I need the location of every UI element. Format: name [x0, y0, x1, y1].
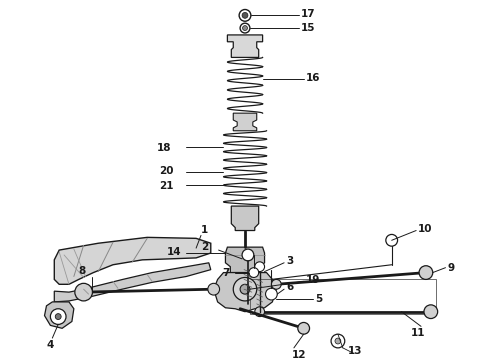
- Circle shape: [298, 323, 310, 334]
- Circle shape: [419, 266, 433, 279]
- Circle shape: [242, 13, 248, 18]
- Circle shape: [55, 314, 61, 320]
- Bar: [250, 279, 436, 314]
- Text: 9: 9: [447, 263, 455, 273]
- Text: 13: 13: [348, 346, 362, 356]
- Circle shape: [208, 283, 220, 295]
- Text: 11: 11: [411, 328, 426, 338]
- Text: 7: 7: [222, 267, 230, 278]
- Circle shape: [335, 338, 341, 344]
- Text: 3: 3: [286, 256, 294, 266]
- Text: 5: 5: [316, 294, 322, 304]
- Circle shape: [271, 279, 281, 289]
- Text: 10: 10: [418, 224, 433, 234]
- Text: 21: 21: [159, 180, 173, 190]
- Text: 20: 20: [159, 166, 173, 176]
- Circle shape: [242, 249, 254, 261]
- Polygon shape: [227, 35, 263, 57]
- Text: 8: 8: [79, 266, 86, 276]
- Polygon shape: [233, 113, 257, 131]
- Text: 15: 15: [301, 23, 315, 33]
- Circle shape: [239, 9, 251, 21]
- Circle shape: [249, 268, 259, 278]
- Circle shape: [386, 234, 397, 246]
- Polygon shape: [45, 302, 74, 328]
- Circle shape: [240, 23, 250, 33]
- Text: 6: 6: [286, 282, 294, 292]
- Text: 16: 16: [306, 73, 320, 83]
- Polygon shape: [231, 206, 259, 230]
- Text: 2: 2: [201, 242, 208, 252]
- Circle shape: [424, 305, 438, 319]
- Circle shape: [233, 278, 257, 301]
- Text: 1: 1: [201, 225, 208, 235]
- Text: 19: 19: [306, 275, 320, 285]
- Text: 14: 14: [167, 247, 181, 257]
- Circle shape: [331, 334, 345, 348]
- Polygon shape: [54, 263, 211, 302]
- Circle shape: [243, 26, 247, 31]
- Circle shape: [240, 284, 250, 294]
- Circle shape: [266, 288, 277, 300]
- Circle shape: [50, 309, 66, 324]
- Polygon shape: [54, 237, 211, 284]
- Text: 12: 12: [292, 350, 306, 360]
- Circle shape: [75, 283, 93, 301]
- Circle shape: [255, 307, 265, 316]
- Text: 4: 4: [47, 340, 54, 350]
- Polygon shape: [214, 273, 276, 312]
- Text: 17: 17: [301, 9, 316, 19]
- Circle shape: [255, 262, 265, 271]
- Polygon shape: [225, 247, 265, 273]
- Text: 18: 18: [157, 143, 172, 153]
